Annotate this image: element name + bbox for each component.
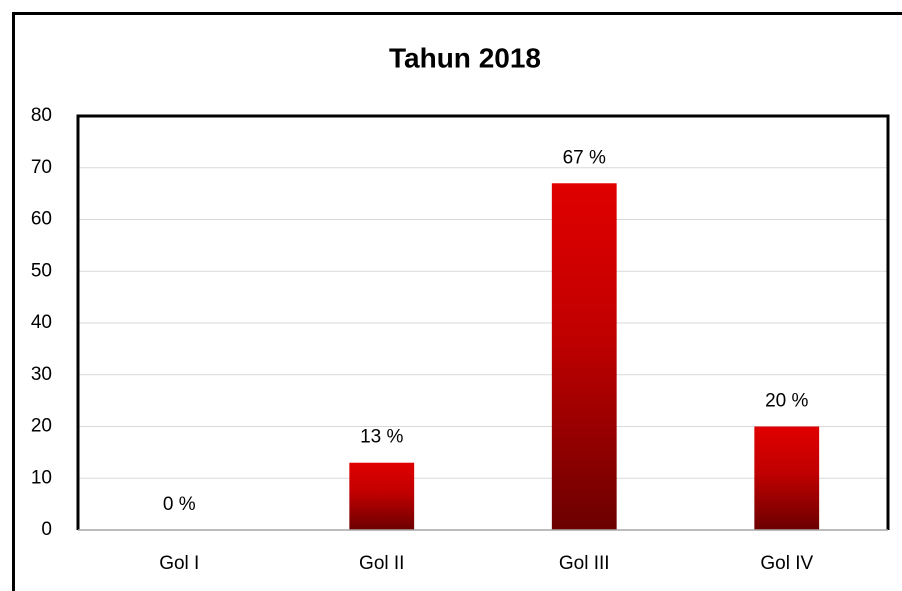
y-tick-label: 80 <box>31 105 52 126</box>
chart-title: Tahun 2018 <box>389 42 541 73</box>
data-label: 0 % <box>163 494 196 515</box>
x-tick-label: Gol I <box>159 553 199 574</box>
data-label: 67 % <box>563 147 606 168</box>
x-tick-label: Gol II <box>359 553 404 574</box>
y-tick-label: 0 <box>41 519 52 540</box>
bar <box>349 462 415 530</box>
data-label: 20 % <box>765 391 808 412</box>
data-label: 13 % <box>360 427 403 448</box>
y-tick-label: 60 <box>31 209 52 230</box>
y-tick-label: 10 <box>31 467 52 488</box>
y-tick-label: 30 <box>31 364 52 385</box>
y-tick-label: 70 <box>31 157 52 178</box>
bar <box>754 426 820 530</box>
y-tick-label: 20 <box>31 416 52 437</box>
chart-frame <box>12 12 902 591</box>
y-tick-label: 40 <box>31 312 52 333</box>
x-tick-label: Gol IV <box>760 553 813 574</box>
marks: Gol I 0 % Gol II 13 % Gol III 67 % Gol IV 20 % <box>159 147 820 574</box>
y-tick-label: 50 <box>31 260 52 281</box>
x-tick-label: Gol III <box>559 553 610 574</box>
plot-border <box>76 114 890 530</box>
bar <box>551 183 617 530</box>
